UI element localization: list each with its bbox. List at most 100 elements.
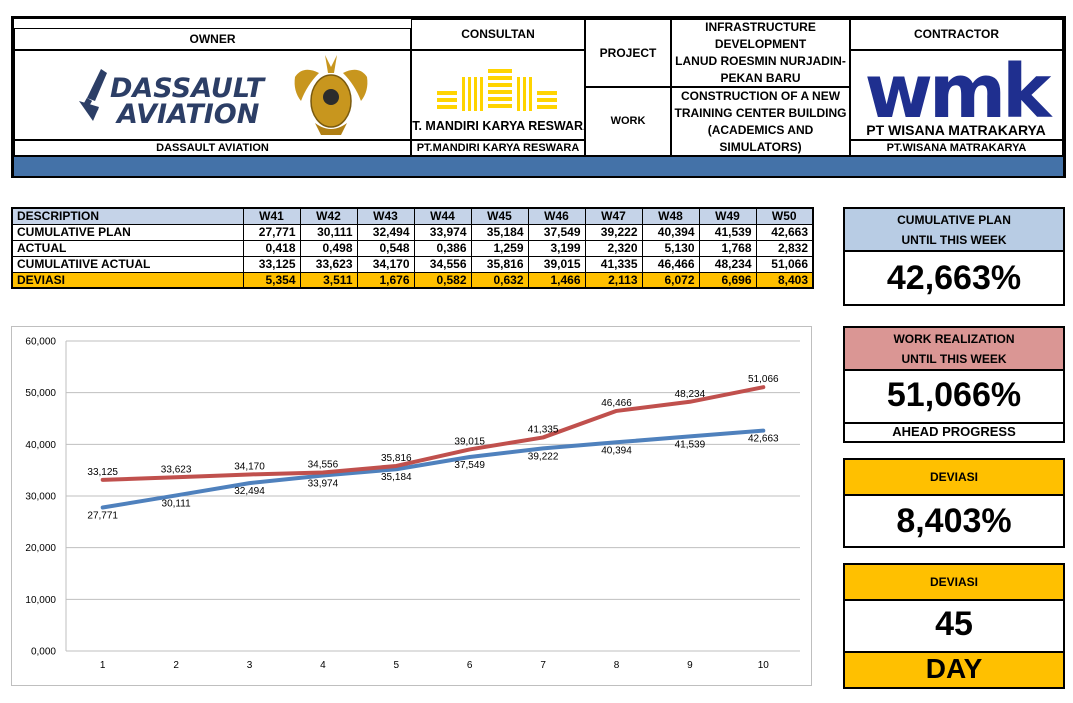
deviasi-percent-title: DEVIASI bbox=[929, 470, 978, 484]
data-label: 46,466 bbox=[601, 398, 632, 409]
work-realization-title-line1: WORK REALIZATION bbox=[893, 332, 1015, 346]
x-tick-label: 2 bbox=[173, 660, 179, 671]
data-label: 39,222 bbox=[528, 451, 559, 462]
consultan-name: PT.MANDIRI KARYA RESWARA bbox=[411, 140, 585, 156]
mandiri-karya-reswara-logo: PT. MANDIRI KARYA RESWARA bbox=[412, 69, 584, 133]
x-tick-label: 1 bbox=[100, 660, 106, 671]
cumulative-plan-value: 42,663% bbox=[886, 259, 1022, 297]
owner-label: OWNER bbox=[14, 28, 411, 50]
project-value-line3: PEKAN BARU bbox=[720, 71, 801, 85]
table-cell: 8,403 bbox=[755, 271, 814, 289]
col-header-w45: W45 bbox=[470, 207, 529, 225]
project-value-line1: INFRASTRUCTURE DEVELOPMENT bbox=[705, 20, 816, 51]
data-label: 32,494 bbox=[234, 486, 265, 497]
table-cell: 0,548 bbox=[356, 239, 415, 257]
series-line-2 bbox=[100, 385, 766, 482]
data-label: 41,335 bbox=[528, 424, 559, 435]
table-cell: 51,066 bbox=[755, 255, 814, 273]
col-header-w41: W41 bbox=[242, 207, 301, 225]
data-label: 41,539 bbox=[675, 439, 706, 450]
table-cell: 40,394 bbox=[641, 223, 700, 241]
contractor-logo-cell: wmk PT WISANA MATRAKARYA bbox=[850, 50, 1063, 140]
y-tick-label: 40,000 bbox=[25, 440, 56, 451]
x-tick-label: 6 bbox=[467, 660, 473, 671]
deviasi-day-unit-bg bbox=[845, 651, 1063, 687]
table-cell: 5,354 bbox=[242, 271, 301, 289]
data-label: 33,125 bbox=[87, 467, 118, 478]
work-realization-title-bg bbox=[845, 328, 1063, 371]
table-row: DEVIASI 5,354 3,511 1,676 0,582 0,632 1,466 2,1… bbox=[11, 271, 814, 289]
data-label: 33,623 bbox=[161, 464, 192, 475]
table-cell: 32,494 bbox=[356, 223, 415, 241]
col-header-w50: W50 bbox=[755, 207, 814, 225]
col-header-w46: W46 bbox=[527, 207, 586, 225]
consultan-logo-cell: PT. MANDIRI KARYA RESWARA bbox=[411, 50, 585, 140]
table-cell: 0,632 bbox=[470, 271, 529, 289]
data-label: 39,015 bbox=[454, 436, 485, 447]
owner-logo-cell: DASSAULT AVIATION bbox=[14, 50, 411, 140]
data-label: 27,771 bbox=[87, 511, 118, 522]
data-label: 40,394 bbox=[601, 445, 632, 456]
table-cell: 39,222 bbox=[584, 223, 643, 241]
data-label: 35,816 bbox=[381, 453, 412, 464]
table-cell: 42,663 bbox=[755, 223, 814, 241]
cumulative-plan-title-bg bbox=[845, 209, 1063, 252]
table-cell: 1,676 bbox=[356, 271, 415, 289]
deviasi-percent-value: 8,403% bbox=[896, 502, 1012, 540]
table-cell: 34,170 bbox=[356, 255, 415, 273]
table-header-row: DESCRIPTION W41 W42 W43 W44 W45 W46 W47 … bbox=[11, 207, 814, 225]
air-force-emblem-icon bbox=[294, 55, 368, 135]
consultan-label: CONSULTAN bbox=[411, 19, 585, 50]
table-cell: 0,582 bbox=[413, 271, 472, 289]
y-tick-label: 20,000 bbox=[25, 543, 56, 554]
table-cell: 46,466 bbox=[641, 255, 700, 273]
table-row: CUMULATIVE PLAN 27,771 30,111 32,494 33,974 3… bbox=[11, 223, 814, 241]
table-cell: 41,539 bbox=[698, 223, 757, 241]
data-label: 35,184 bbox=[381, 472, 412, 483]
wisana-matrakarya-logo: wmk PT WISANA MATRAKARYA bbox=[865, 51, 1057, 138]
table-cell: 1,466 bbox=[527, 271, 586, 289]
table-cell: 41,335 bbox=[584, 255, 643, 273]
y-tick-label: 60,000 bbox=[25, 337, 56, 348]
deviasi-day-panel: DEVIASI 45 DAY bbox=[843, 563, 1065, 689]
mkr-logo-text: PT. MANDIRI KARYA RESWARA bbox=[412, 119, 584, 133]
table-cell: 1,768 bbox=[698, 239, 757, 257]
project-label: PROJECT bbox=[585, 19, 671, 87]
deviasi-day-unit: DAY bbox=[925, 653, 983, 684]
table-cell: 2,832 bbox=[755, 239, 814, 257]
work-value-line2: TRAINING CENTER BUILDING bbox=[674, 105, 847, 120]
table-cell: 2,320 bbox=[584, 239, 643, 257]
table-cell: 39,015 bbox=[527, 255, 586, 273]
table-cell: 33,623 bbox=[299, 255, 358, 273]
col-header-w43: W43 bbox=[356, 207, 415, 225]
table-cell: 48,234 bbox=[698, 255, 757, 273]
work-value-line1: CONSTRUCTION OF A NEW bbox=[680, 88, 841, 103]
work-realization-value: 51,066% bbox=[886, 376, 1022, 414]
cumulative-plan-panel: CUMULATIVE PLAN UNTIL THIS WEEK 42,663% bbox=[843, 207, 1065, 306]
data-label: 33,974 bbox=[308, 478, 339, 489]
contractor-name: PT.WISANA MATRAKARYA bbox=[850, 140, 1063, 156]
deviasi-day-title-bg bbox=[845, 565, 1063, 601]
work-label: WORK bbox=[585, 87, 671, 156]
table-cell: 37,549 bbox=[527, 223, 586, 241]
x-tick-label: 5 bbox=[394, 660, 400, 671]
x-tick-label: 7 bbox=[540, 660, 546, 671]
deviasi-day-title: DEVIASI bbox=[929, 575, 978, 589]
data-label: 48,234 bbox=[675, 389, 706, 400]
project-value-line2: LANUD ROESMIN NURJADIN- bbox=[675, 54, 846, 68]
owner-name: DASSAULT AVIATION bbox=[14, 140, 411, 156]
data-label: 37,549 bbox=[454, 460, 485, 471]
x-tick-label: 3 bbox=[247, 660, 253, 671]
deviasi-percent-panel: DEVIASI 8,403% bbox=[843, 458, 1065, 548]
col-header-w44: W44 bbox=[413, 207, 472, 225]
dassault-bird-icon bbox=[79, 69, 107, 121]
table-cell: 30,111 bbox=[299, 223, 358, 241]
ahead-progress-row bbox=[845, 422, 1063, 441]
series-line-1 bbox=[100, 428, 766, 510]
col-header-w47: W47 bbox=[584, 207, 643, 225]
table-cell: 2,113 bbox=[584, 271, 643, 289]
data-label: 34,556 bbox=[308, 459, 339, 470]
work-realization-title-line2: UNTIL THIS WEEK bbox=[901, 352, 1007, 366]
row-label: CUMULATIVE PLAN bbox=[11, 223, 244, 241]
col-header-w48: W48 bbox=[641, 207, 700, 225]
